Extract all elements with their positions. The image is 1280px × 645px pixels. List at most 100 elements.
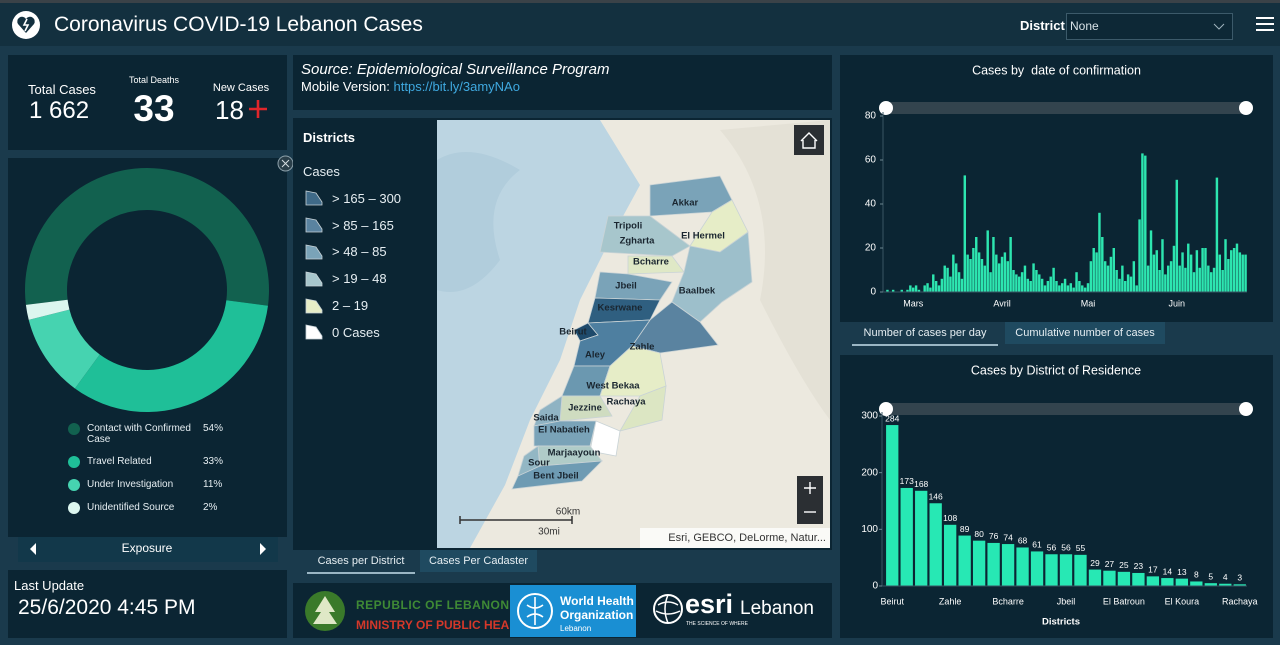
bar: [1230, 250, 1233, 292]
bar: [891, 289, 895, 292]
data-label: 173: [900, 476, 914, 486]
district-label: Sour: [528, 458, 550, 469]
range-handle[interactable]: [1239, 101, 1253, 115]
x-tick-label: Bcharre: [992, 596, 1024, 606]
menu-button[interactable]: [1256, 16, 1274, 32]
data-label: 168: [914, 479, 928, 489]
daily-tab[interactable]: Cumulative number of cases: [1005, 322, 1165, 344]
bar: [906, 289, 909, 292]
moph-emblem: [305, 591, 345, 631]
next-button[interactable]: [258, 542, 268, 556]
map[interactable]: Akkar Tripoli Zgharta El Hermel Bcharre Jbeil…: [437, 120, 830, 548]
bar: [972, 248, 975, 292]
bar: [980, 259, 984, 292]
bar: [1089, 261, 1093, 292]
plus-sign: [249, 100, 267, 118]
who-staff: [526, 597, 544, 625]
bar: [1195, 250, 1199, 292]
bar: [1232, 248, 1236, 292]
bar: [1112, 248, 1115, 292]
bar: [986, 230, 989, 292]
legend-item: > 85 – 165: [304, 212, 401, 239]
swatch-shape: [305, 298, 323, 313]
bar: [1204, 583, 1217, 586]
bar: [1146, 576, 1160, 586]
menu-lines: [1256, 17, 1274, 31]
bar: [1121, 265, 1124, 292]
bar: [1161, 578, 1174, 586]
legend-value: 33%: [203, 456, 224, 467]
previous-button[interactable]: [28, 542, 38, 556]
range-handle[interactable]: [879, 101, 893, 115]
land-shade: [720, 120, 830, 420]
bar: [1158, 270, 1161, 292]
bar: [1012, 270, 1015, 292]
bar: [1078, 281, 1081, 292]
expand-button[interactable]: [277, 155, 294, 172]
legend-dot: [68, 479, 80, 491]
legend-swatch: [305, 271, 323, 287]
bar: [1164, 274, 1167, 292]
bar: [900, 289, 903, 292]
bar: [1049, 276, 1052, 292]
district-dropdown[interactable]: None: [1066, 13, 1233, 40]
attribution-bg: [640, 528, 830, 548]
legend-label: Contact with Confirmed Case: [87, 423, 191, 445]
bar: [1181, 252, 1184, 292]
district-label: Marjaayoun: [548, 448, 601, 459]
mobile-link[interactable]: https://bit.ly/3amyNAo: [393, 79, 520, 94]
dropdown-arrow: [1213, 23, 1225, 30]
data-label: 61: [1032, 540, 1042, 550]
district-label: District: [1020, 18, 1065, 33]
total-deaths-value: 33: [133, 88, 175, 129]
exposure-caption: Exposure: [121, 541, 173, 555]
bar: [886, 289, 889, 292]
who-line3: Lebanon: [560, 624, 592, 633]
legend-label: > 19 – 48: [332, 271, 387, 287]
bar: [1118, 278, 1121, 292]
bar: [963, 175, 967, 292]
y-tick-label: 60: [865, 155, 877, 166]
last-update-panel: [8, 570, 287, 638]
bar: [1172, 245, 1176, 292]
x-axis-title: Districts: [1042, 617, 1080, 628]
bar: [940, 278, 944, 292]
chart-title: Cases by District of Residence: [971, 363, 1141, 377]
bar: [1187, 243, 1190, 292]
data-label: 17: [1148, 565, 1158, 575]
legend-item: Under Investigation 11%: [68, 479, 238, 491]
who-line1: World Health: [560, 594, 634, 608]
district-label: West Bekaa: [586, 381, 640, 392]
bar: [944, 524, 957, 586]
bar: [1192, 272, 1196, 292]
esri-wordmark: esri: [685, 589, 734, 619]
bar: [923, 285, 926, 292]
bar: [1169, 261, 1173, 292]
home-button[interactable]: [794, 125, 824, 155]
data-label: 56: [1061, 543, 1071, 553]
bar: [1189, 254, 1193, 292]
district-label: Jezzine: [568, 403, 602, 414]
x-tick-label: El Batroun: [1103, 596, 1145, 606]
bar: [1175, 179, 1179, 292]
increase-icon: [249, 100, 267, 118]
bar: [929, 287, 932, 292]
legend-label: Under Investigation: [87, 479, 174, 490]
map-tab[interactable]: Cases Per Cadaster: [420, 550, 537, 572]
chart-title: Cases by date of confirmation: [972, 63, 1141, 77]
legend-dot: [68, 502, 80, 514]
data-label: 108: [943, 513, 957, 523]
map-tab-active[interactable]: Cases per District: [307, 550, 415, 574]
daily-tab-active[interactable]: Number of cases per day: [852, 322, 998, 346]
bar: [1209, 272, 1213, 292]
exposure-footer: [18, 537, 278, 562]
bar: [1092, 248, 1095, 292]
bar: [1001, 544, 1015, 586]
legend-value: 11%: [203, 479, 223, 490]
donut-slice: [25, 168, 269, 306]
bar: [1224, 239, 1227, 292]
x-tick-label: Zahle: [939, 596, 962, 606]
bar: [1135, 285, 1138, 292]
swatch-shape: [305, 324, 323, 340]
range-handle[interactable]: [1239, 402, 1253, 416]
